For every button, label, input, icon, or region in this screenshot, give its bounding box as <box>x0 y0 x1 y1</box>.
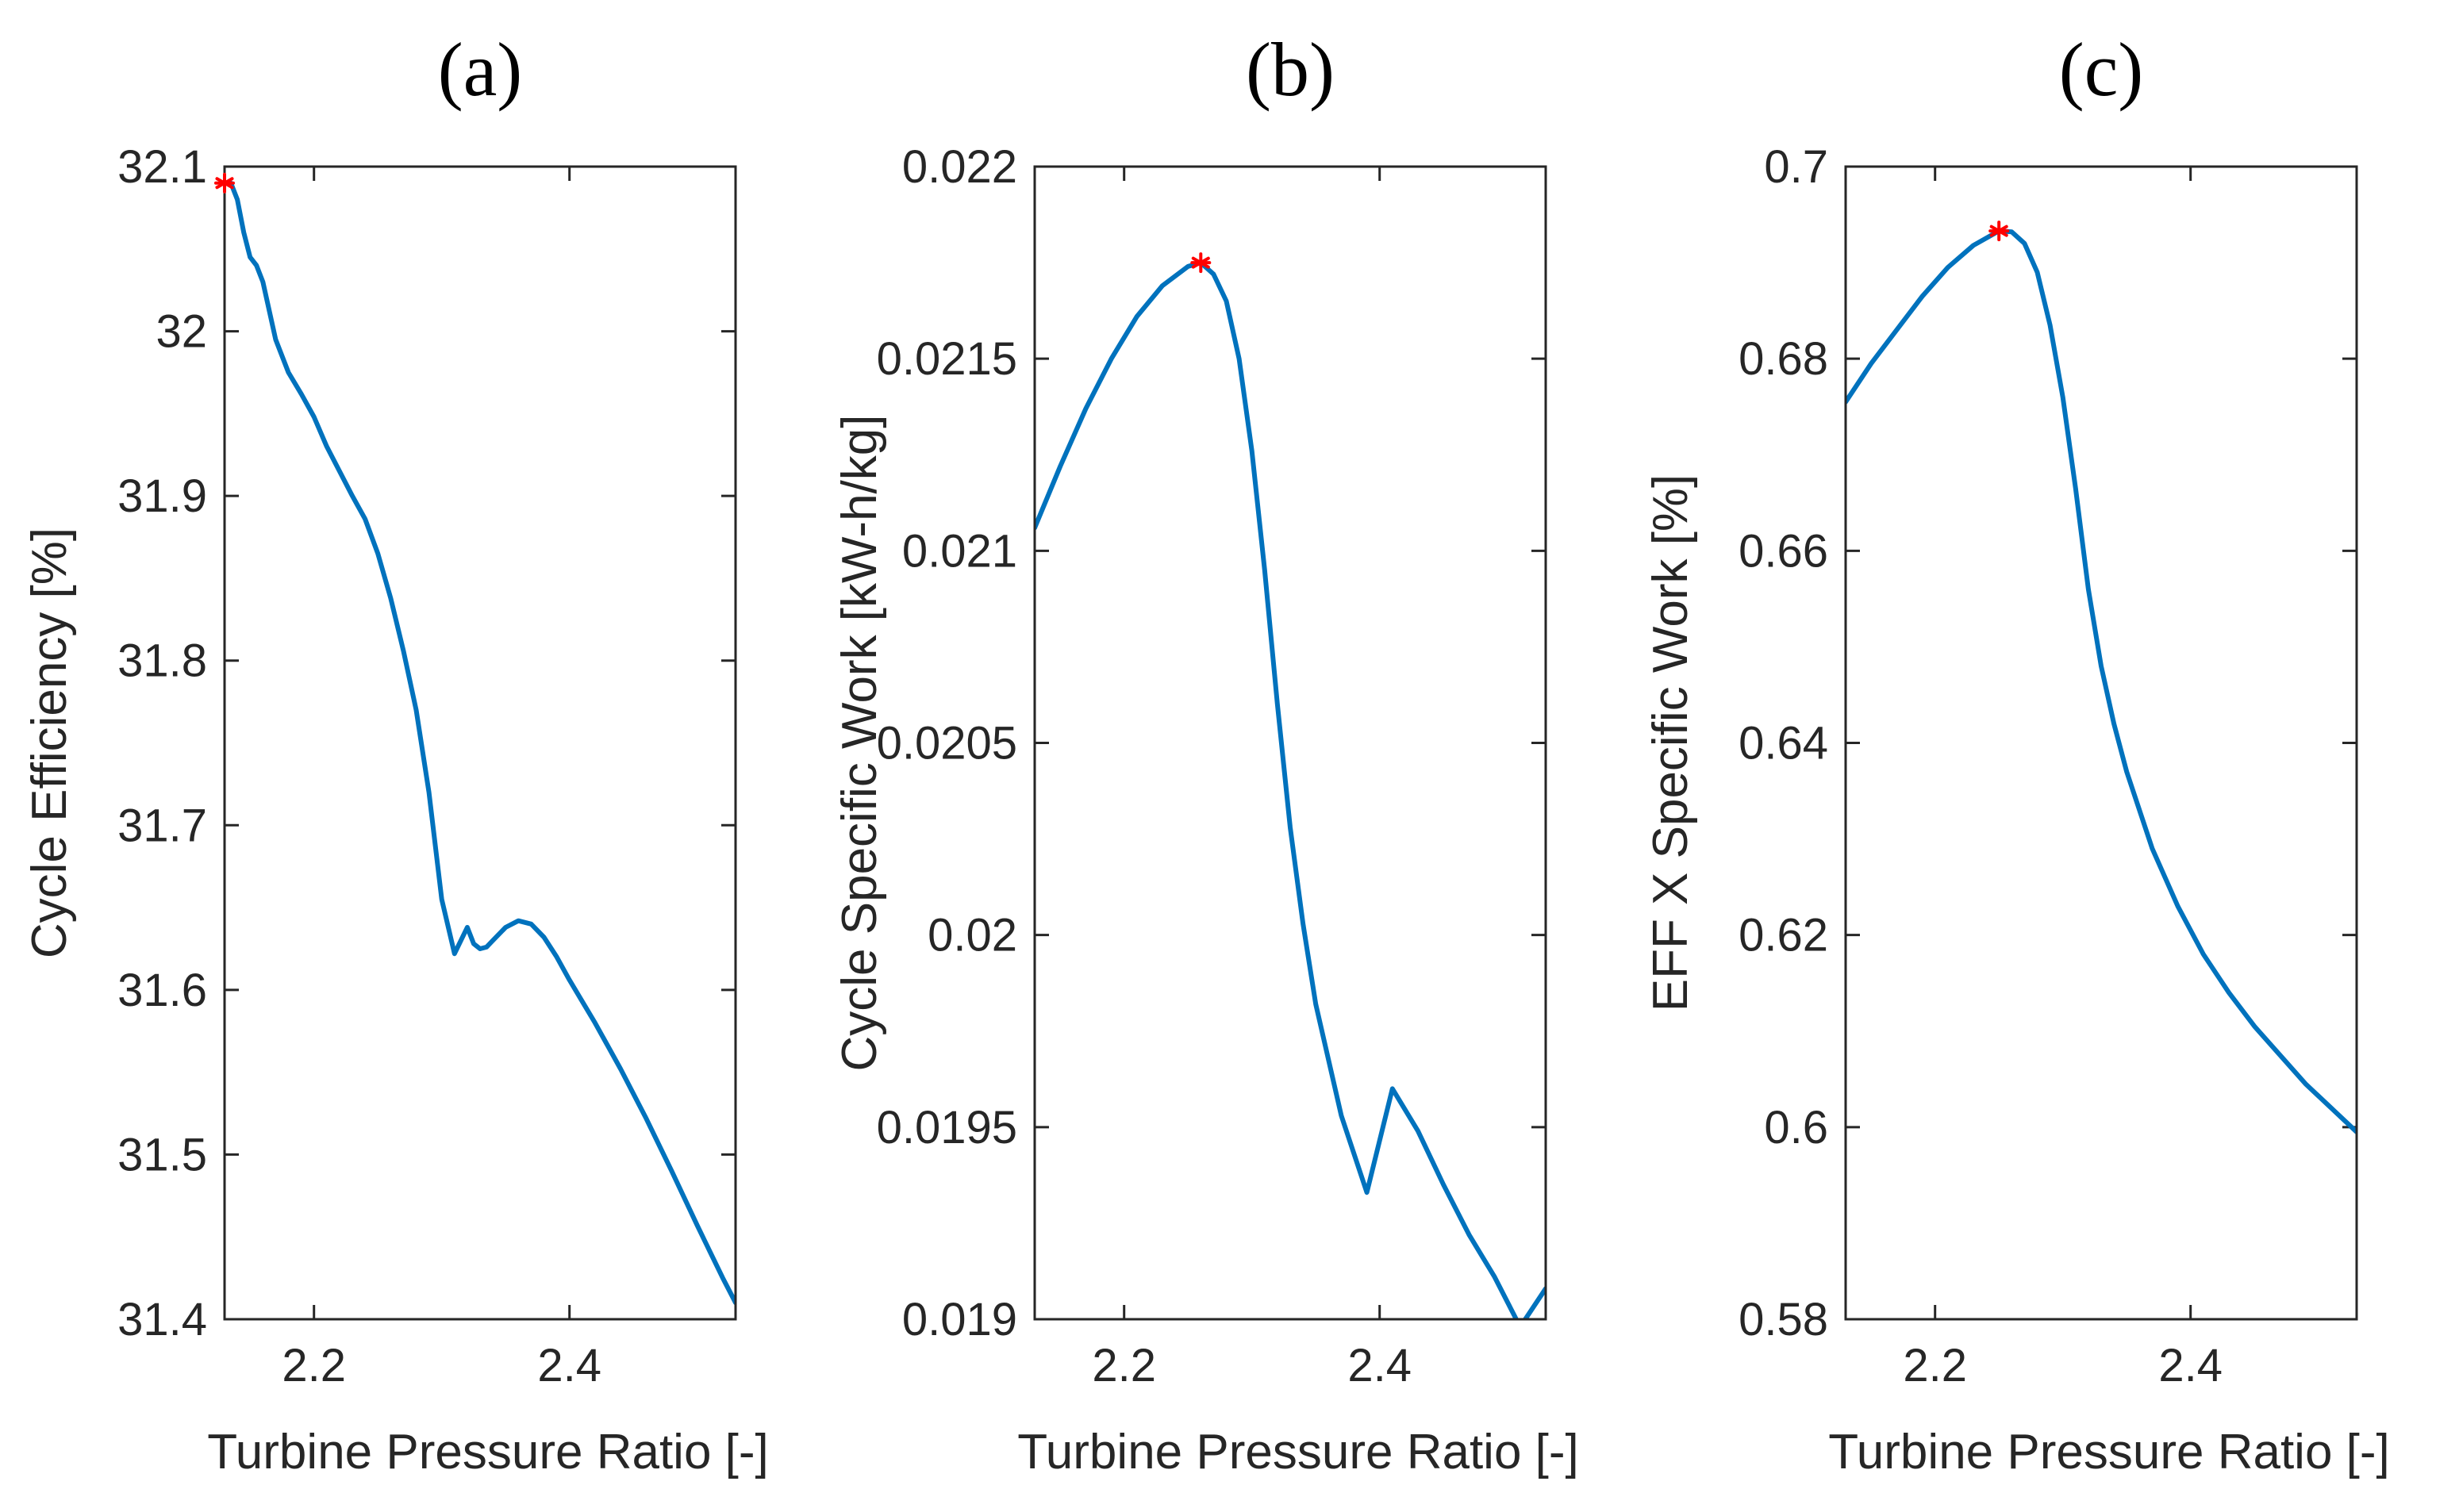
y-tick-label: 31.9 <box>117 470 207 522</box>
max-point-marker <box>1988 221 2010 242</box>
x-tick-label: 2.4 <box>2158 1340 2223 1391</box>
y-tick-label: 0.022 <box>902 141 1017 193</box>
y-tick-label: 0.66 <box>1739 525 1828 577</box>
y-axis-label: Cycle Specific Work [kW-h/kg] <box>832 414 887 1071</box>
x-tick-label: 2.4 <box>1347 1340 1412 1391</box>
panel-a: (a) 2.2 2.4 31.4 31.5 31.6 31.7 31.8 31.9 32 32.1 T… <box>22 27 769 1479</box>
y-tick-label: 0.021 <box>902 525 1017 577</box>
panel-label: (c) <box>2059 27 2144 112</box>
y-tick-label: 0.68 <box>1739 333 1828 385</box>
y-tick-label: 31.8 <box>117 635 207 687</box>
y-tick-label: 0.02 <box>928 910 1017 961</box>
x-tick-label: 2.2 <box>282 1340 346 1391</box>
panel-label: (a) <box>438 27 523 112</box>
series-line <box>1846 228 2357 1134</box>
axes-frame <box>1033 165 1547 1321</box>
max-point-marker <box>214 172 235 194</box>
y-tick-label: 32.1 <box>117 141 207 193</box>
panel-c: (c) 2.2 2.4 0.58 0.6 0.62 0.64 0.66 0.68 0.7 Turbi… <box>1643 27 2390 1479</box>
series-line <box>1035 260 1546 1319</box>
y-tick-label: 31.4 <box>117 1294 207 1345</box>
y-tick-label: 32 <box>156 306 207 358</box>
axes-frame <box>1844 165 2358 1321</box>
panel-label: (b) <box>1246 27 1335 112</box>
max-point-marker <box>1190 252 1212 274</box>
panel-b: (b) 2.2 2.4 0.019 0.0195 0.02 0.0205 0.021 0.021… <box>832 27 1579 1479</box>
y-tick-label: 0.64 <box>1739 718 1828 769</box>
y-tick-label: 0.62 <box>1739 910 1828 961</box>
y-tick-label: 0.58 <box>1739 1294 1828 1345</box>
x-tick-label: 2.2 <box>1903 1340 1967 1391</box>
x-axis-label: Turbine Pressure Ratio [-] <box>1017 1425 1579 1479</box>
x-axis-label: Turbine Pressure Ratio [-] <box>207 1425 769 1479</box>
y-axis-label: EFF X Specific Work [%] <box>1643 474 1698 1012</box>
axes-frame <box>223 165 737 1321</box>
series-line <box>225 180 736 1306</box>
y-tick-label: 0.019 <box>902 1294 1017 1345</box>
y-axis-label: Cycle Efficiency [%] <box>22 528 77 958</box>
y-tick-label: 0.6 <box>1764 1102 1828 1153</box>
y-tick-label: 0.0205 <box>877 718 1017 769</box>
y-tick-label: 31.6 <box>117 965 207 1016</box>
y-tick-label: 0.0195 <box>877 1102 1017 1153</box>
y-tick-label: 31.7 <box>117 800 207 851</box>
y-tick-label: 0.7 <box>1764 141 1828 193</box>
x-tick-label: 2.4 <box>537 1340 601 1391</box>
x-axis-label: Turbine Pressure Ratio [-] <box>1828 1425 2390 1479</box>
y-tick-label: 31.5 <box>117 1129 207 1180</box>
y-tick-label: 0.0215 <box>877 333 1017 385</box>
x-tick-label: 2.2 <box>1092 1340 1156 1391</box>
